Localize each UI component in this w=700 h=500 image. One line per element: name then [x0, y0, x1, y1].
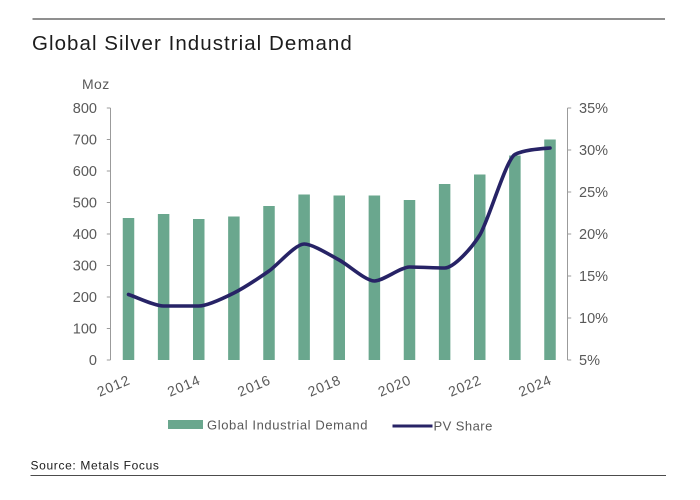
svg-text:35%: 35% — [579, 101, 608, 117]
svg-text:Source: Metals Focus: Source: Metals Focus — [31, 459, 160, 473]
svg-text:200: 200 — [73, 290, 97, 306]
svg-text:0: 0 — [89, 353, 97, 369]
svg-text:Global Industrial Demand: Global Industrial Demand — [207, 418, 368, 433]
svg-text:800: 800 — [73, 101, 97, 117]
svg-text:15%: 15% — [579, 269, 608, 285]
svg-text:5%: 5% — [579, 353, 600, 369]
svg-text:PV Share: PV Share — [434, 419, 493, 434]
svg-text:30%: 30% — [579, 143, 608, 159]
svg-text:20%: 20% — [579, 227, 608, 243]
svg-text:Moz: Moz — [82, 76, 110, 92]
svg-text:300: 300 — [73, 259, 97, 275]
svg-text:10%: 10% — [579, 311, 608, 327]
svg-text:500: 500 — [73, 196, 97, 212]
svg-text:400: 400 — [73, 227, 97, 243]
svg-text:Global Silver Industrial Deman: Global Silver Industrial Demand — [32, 32, 353, 55]
svg-text:600: 600 — [73, 164, 97, 180]
svg-text:100: 100 — [73, 322, 97, 338]
svg-text:25%: 25% — [579, 185, 608, 201]
svg-text:700: 700 — [73, 133, 97, 149]
